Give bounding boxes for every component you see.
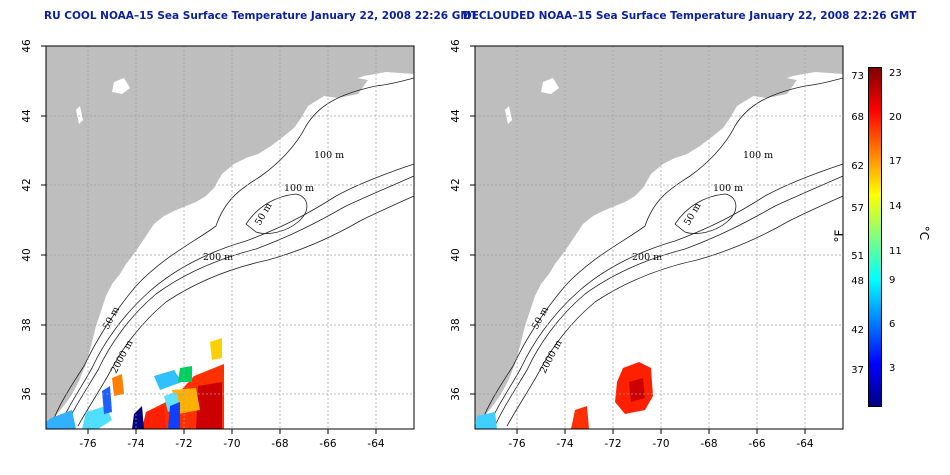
lat-tick-label: 36	[450, 387, 462, 401]
sst-pixels	[475, 362, 653, 429]
colorbar-f-tick: 51	[851, 251, 864, 262]
isobath-2000m	[77, 195, 415, 427]
lon-tick-label: -72	[604, 438, 621, 450]
colorbar-c-tick: 17	[889, 156, 902, 167]
lon-tick-label: -64	[796, 438, 813, 450]
georges-bank-contour	[674, 193, 737, 234]
lake	[541, 78, 559, 94]
island	[318, 76, 368, 98]
lon-tick-label: -64	[367, 438, 384, 450]
lat-tick-label: 40	[450, 248, 462, 261]
georges-bank-contour	[245, 193, 308, 234]
lat-tick-label: 40	[21, 248, 33, 261]
colorbar-f-tick: 57	[851, 203, 864, 214]
lon-tick-label: -74	[127, 438, 144, 450]
map-grid	[475, 46, 843, 429]
isobath-50m	[50, 77, 415, 427]
contour-label: 100 m	[743, 150, 773, 161]
colorbar-c-tick: 11	[889, 246, 902, 257]
lat-tick-label: 42	[21, 178, 33, 191]
lon-tick-label: -72	[175, 438, 192, 450]
isobath-50m	[479, 77, 844, 427]
colorbar-c-tick: 6	[889, 319, 896, 330]
lon-tick-label: -70	[652, 438, 669, 450]
colorbar-c-tick: 20	[889, 112, 902, 123]
lon-tick-label: -70	[223, 438, 240, 450]
land-mass	[475, 46, 843, 422]
contour-label: 100 m	[284, 183, 314, 194]
colorbar-f-tick: 62	[851, 161, 864, 172]
lon-tick-label: -66	[319, 438, 336, 450]
lat-tick-label: 46	[450, 39, 462, 53]
isobath-100m	[59, 163, 415, 427]
contour-label: 200 m	[203, 252, 233, 263]
lat-tick-label: 42	[450, 178, 462, 191]
colorbar-f-tick: 48	[851, 276, 864, 287]
colorbar-c-tick: 14	[889, 201, 902, 212]
isobath-200m	[494, 175, 844, 427]
lon-tick-label: -66	[748, 438, 765, 450]
colorbar-f-tick: 42	[851, 325, 864, 336]
colorbar-unit-fahrenheit: °F	[832, 229, 847, 243]
sst-map-declouded: 100 m 100 m 50 m 200 m 50 m 2000 m -76 -…	[450, 39, 844, 450]
island	[747, 76, 797, 98]
temperature-colorbar	[868, 67, 882, 407]
lon-tick-label: -76	[79, 438, 96, 450]
colorbar-c-tick: 3	[889, 363, 896, 374]
map-title-raw: RU COOL NOAA–15 Sea Surface Temperature …	[44, 10, 478, 22]
sst-pixels	[46, 338, 224, 429]
lat-tick-label: 44	[450, 109, 462, 123]
lon-tick-label: -68	[271, 438, 288, 450]
colorbar-c-tick: 9	[889, 275, 896, 286]
map-title-declouded: DECLOUDED NOAA–15 Sea Surface Temperatur…	[463, 10, 917, 22]
contour-label: 100 m	[713, 183, 743, 194]
lon-tick-label: -68	[700, 438, 717, 450]
lat-tick-label: 38	[450, 318, 462, 331]
contour-label: 100 m	[314, 150, 344, 161]
colorbar-unit-celsius: °C	[917, 225, 932, 241]
isobath-200m	[65, 175, 415, 427]
lake	[112, 78, 130, 94]
colorbar-f-tick: 73	[851, 71, 864, 82]
colorbar-f-tick: 68	[851, 112, 864, 123]
lat-tick-label: 44	[21, 109, 33, 123]
contour-label: 200 m	[632, 252, 662, 263]
lake	[76, 106, 83, 124]
lake	[505, 106, 512, 124]
isobath-2000m	[506, 195, 844, 427]
map-grid	[46, 46, 414, 429]
lat-tick-label: 46	[21, 39, 33, 53]
lon-tick-label: -76	[508, 438, 525, 450]
colorbar-f-tick: 37	[851, 365, 864, 376]
isobath-100m	[488, 163, 844, 427]
sst-map-raw: 100 m 100 m 50 m 200 m 50 m 2000 m	[21, 39, 415, 450]
land-mass	[46, 46, 414, 422]
lat-tick-label: 36	[21, 387, 33, 401]
colorbar-c-tick: 23	[889, 68, 902, 79]
lon-tick-label: -74	[556, 438, 573, 450]
lat-tick-label: 38	[21, 318, 33, 331]
